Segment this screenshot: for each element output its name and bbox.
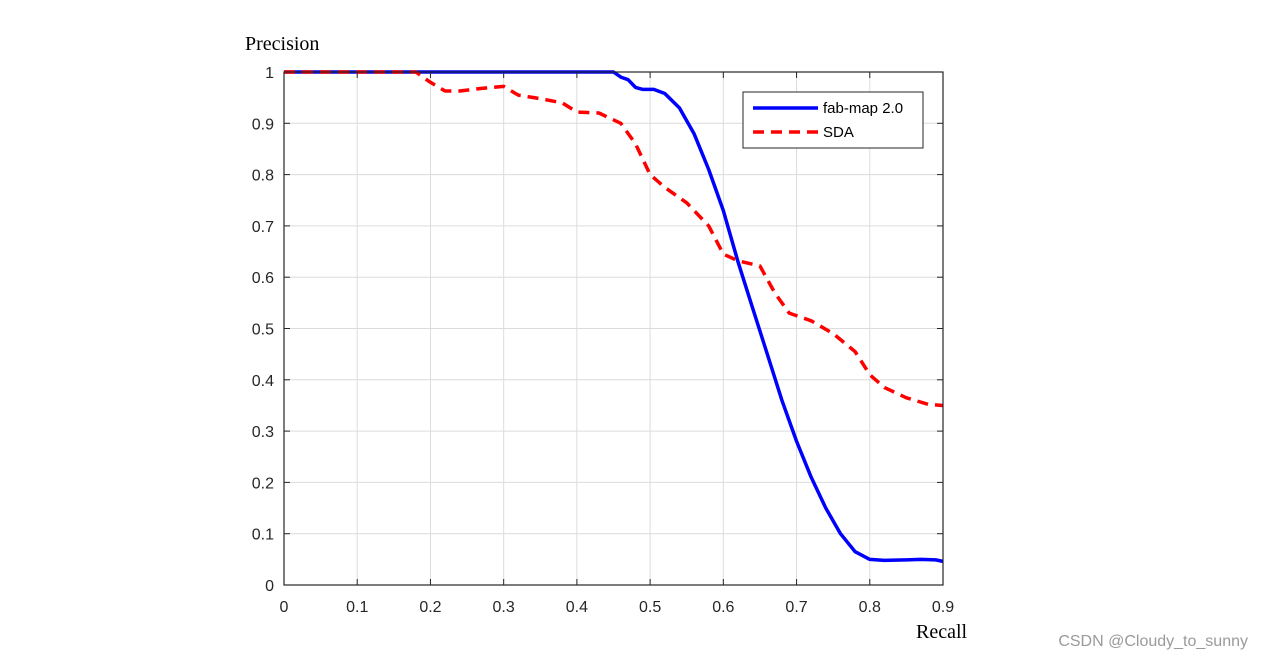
y-tick-label: 0.6 bbox=[252, 270, 274, 287]
x-tick-label: 0 bbox=[280, 599, 289, 616]
x-tick-label: 0.5 bbox=[639, 599, 661, 616]
watermark: CSDN @Cloudy_to_sunny bbox=[1058, 633, 1248, 650]
y-tick-label: 0.3 bbox=[252, 424, 274, 441]
x-tick-label: 0.6 bbox=[712, 599, 734, 616]
x-tick-label: 0.9 bbox=[932, 599, 954, 616]
y-tick-label: 0.8 bbox=[252, 168, 274, 185]
axis-ticks bbox=[283, 71, 944, 586]
x-tick-label: 0.1 bbox=[346, 599, 368, 616]
series-line-fab-map bbox=[284, 70, 944, 564]
x-axis-title: Recall bbox=[916, 621, 968, 643]
legend: fab-map 2.0 SDA bbox=[742, 91, 924, 149]
y-tick-label: 0.7 bbox=[252, 219, 274, 236]
legend-label-fab-map: fab-map 2.0 bbox=[823, 100, 903, 117]
x-tick-label: 0.7 bbox=[785, 599, 807, 616]
y-tick-labels: 0 0.1 0.2 0.3 0.4 0.5 0.6 0.7 0.8 0.9 1 bbox=[252, 65, 274, 595]
x-tick-label: 0.4 bbox=[566, 599, 588, 616]
x-tick-label: 0.3 bbox=[493, 599, 515, 616]
x-tick-label: 0.2 bbox=[419, 599, 441, 616]
legend-box bbox=[742, 91, 924, 149]
x-tick-label: 0.8 bbox=[859, 599, 881, 616]
series-line-sda bbox=[284, 70, 944, 408]
x-tick-labels: 0 0.1 0.2 0.3 0.4 0.5 0.6 0.7 0.8 0.9 bbox=[280, 599, 955, 616]
y-tick-label: 0 bbox=[265, 578, 274, 595]
y-tick-label: 0.4 bbox=[252, 373, 274, 390]
y-tick-label: 0.9 bbox=[252, 116, 274, 133]
y-tick-label: 1 bbox=[265, 65, 274, 82]
series-lines bbox=[284, 70, 944, 564]
legend-label-sda: SDA bbox=[823, 124, 854, 141]
y-tick-label: 0.5 bbox=[252, 322, 274, 339]
y-axis-title: Precision bbox=[245, 33, 319, 55]
y-tick-label: 0.2 bbox=[252, 475, 274, 492]
y-tick-label: 0.1 bbox=[252, 527, 274, 544]
